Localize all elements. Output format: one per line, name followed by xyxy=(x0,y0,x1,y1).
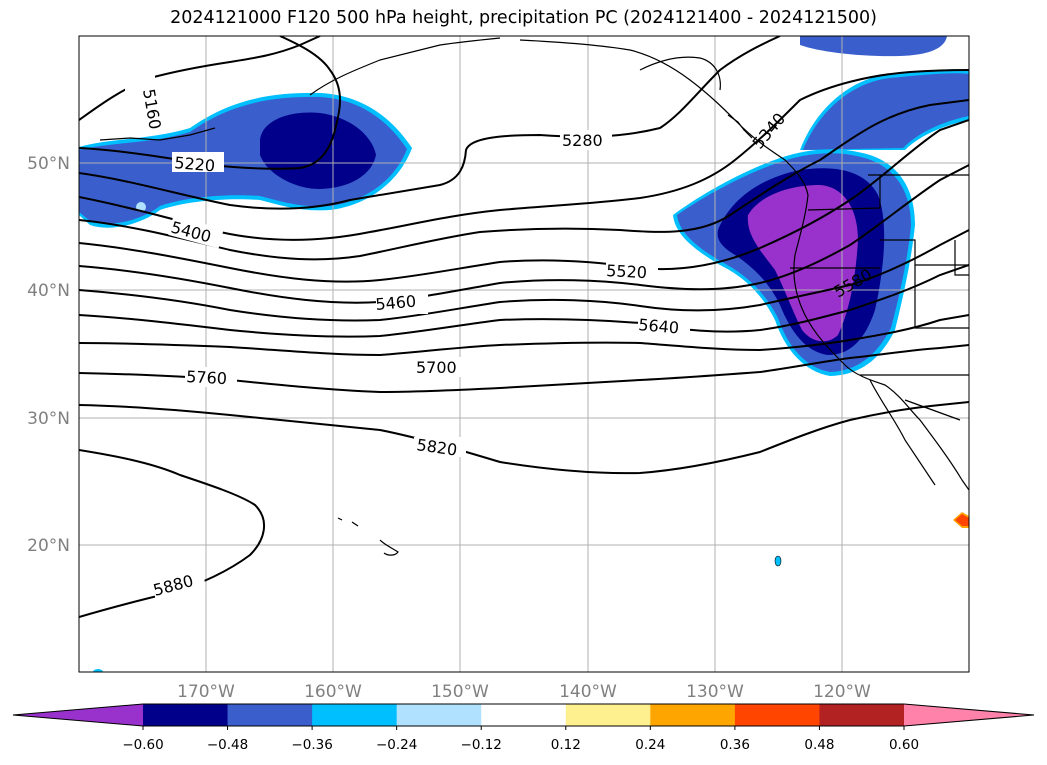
precip-anomaly-top-right xyxy=(800,36,947,57)
colorbar-ticks: −0.60 −0.48 −0.36 −0.24 −0.12 0.12 0.24 0.36 0.4… xyxy=(122,726,919,753)
colorbar-extend-right xyxy=(904,704,1034,726)
colorbar-tick-label: −0.60 xyxy=(122,737,163,753)
contour-label-5520: 5520 xyxy=(606,261,648,282)
colorbar-extend-left xyxy=(13,704,143,726)
contour-label-group: 5160 5220 5280 5340 5400 5460 5520 5580 … xyxy=(125,64,875,600)
precip-anomaly-north-pacific xyxy=(79,92,412,228)
contour-label-5700: 5700 xyxy=(416,358,457,377)
colorbar-tick-label: 0.36 xyxy=(720,737,750,753)
coastlines xyxy=(99,37,969,556)
map-frame xyxy=(78,35,970,673)
colorbar: −0.60 −0.48 −0.36 −0.24 −0.12 0.12 0.24 0.36 0.4… xyxy=(12,703,1035,753)
lat-label-30n: 30°N xyxy=(27,409,70,429)
colorbar-segment xyxy=(227,704,313,726)
colorbar-segment xyxy=(481,704,567,726)
colorbar-segments xyxy=(143,704,905,726)
colorbar-tick-label: 0.24 xyxy=(635,737,665,753)
colorbar-segment xyxy=(650,704,736,726)
contour-label-5760: 5760 xyxy=(186,367,228,388)
contour-label-5280: 5280 xyxy=(562,131,603,150)
figure-title: 2024121000 F120 500 hPa height, precipit… xyxy=(170,8,877,28)
contour-label-5460: 5460 xyxy=(375,292,417,314)
colorbar-segment xyxy=(734,704,820,726)
lon-label-140w: 140°W xyxy=(559,682,617,702)
precip-anomaly-positive-mexico xyxy=(953,512,969,528)
height-contours xyxy=(79,36,969,618)
lat-label-20n: 20°N xyxy=(27,536,70,556)
colorbar-tick-label: −0.36 xyxy=(291,737,332,753)
colorbar-segment xyxy=(396,704,482,726)
colorbar-segment xyxy=(819,704,905,726)
lon-label-160w: 160°W xyxy=(304,682,362,702)
lon-label-170w: 170°W xyxy=(177,682,235,702)
lon-label-130w: 130°W xyxy=(686,682,744,702)
longitude-labels: 170°W 160°W 150°W 140°W 130°W 120°W xyxy=(177,682,871,702)
colorbar-tick-label: 0.12 xyxy=(551,737,581,753)
colorbar-segment xyxy=(565,704,651,726)
graticule xyxy=(79,36,969,672)
colorbar-tick-label: −0.24 xyxy=(376,737,417,753)
lat-label-40n: 40°N xyxy=(27,281,70,301)
colorbar-tick-label: 0.60 xyxy=(889,737,919,753)
lon-label-150w: 150°W xyxy=(431,682,489,702)
colorbar-tick-label: 0.48 xyxy=(804,737,834,753)
colorbar-segment xyxy=(143,704,229,726)
lon-label-120w: 120°W xyxy=(813,682,871,702)
colorbar-tick-label: −0.48 xyxy=(207,737,248,753)
contour-label-5220: 5220 xyxy=(174,153,216,175)
lat-label-50n: 50°N xyxy=(27,154,70,174)
latitude-labels: 50°N 40°N 30°N 20°N xyxy=(27,154,70,556)
colorbar-tick-label: −0.12 xyxy=(461,737,502,753)
colorbar-segment xyxy=(312,704,398,726)
contour-label-5640: 5640 xyxy=(638,315,680,337)
